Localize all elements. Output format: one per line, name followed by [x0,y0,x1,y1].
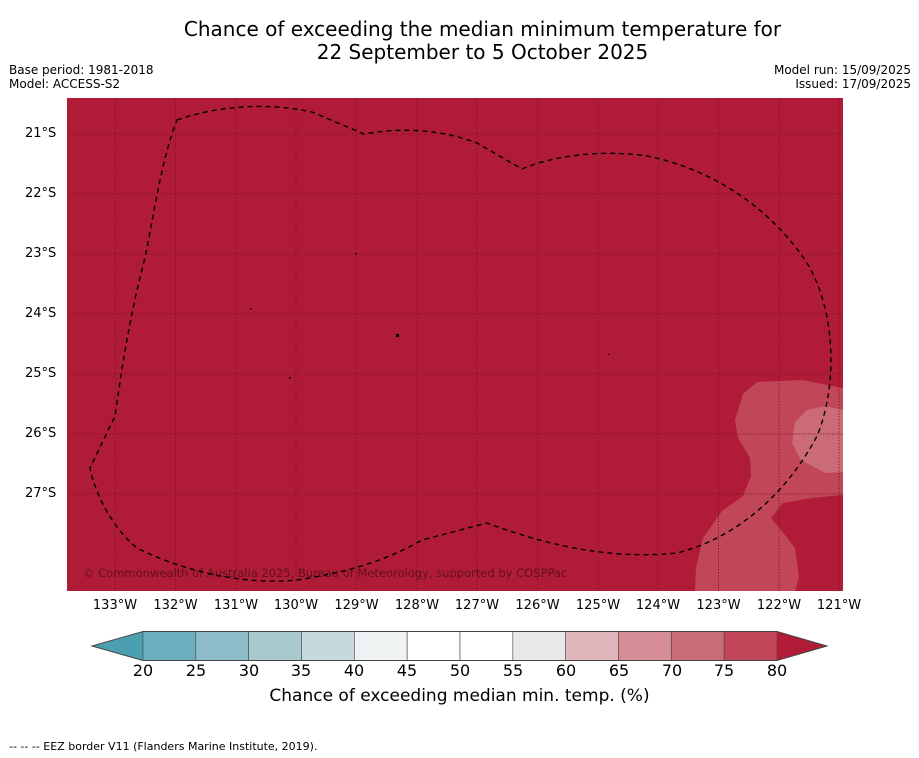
colorbar-cell [723,631,778,661]
colorbar-cell [142,631,197,661]
title-line-2: 22 September to 5 October 2025 [316,40,649,64]
colorbar-cells [92,631,827,661]
colorbar-tick: 75 [713,661,735,680]
colorbar-cell [354,631,408,661]
colorbar-cell [618,631,672,661]
colorbar-cell [406,631,461,661]
colorbar-cell [301,631,355,661]
lon-label: 128°W [394,598,440,613]
model-run-text: Model run: 15/09/2025 [773,63,911,77]
colorbar-cell [248,631,302,661]
lon-label: 132°W [153,598,198,613]
graticule [67,98,843,591]
colorbar-tick: 30 [238,661,260,680]
title-line-1: Chance of exceeding the median minimum t… [183,17,782,41]
meta-left: Base period: 1981-2018 Model: ACCESS-S2 [9,63,154,91]
colorbar-cell [459,631,514,661]
lat-label: 24°S [25,306,57,321]
colorbar-tick: 65 [608,661,630,680]
colorbar-tick: 20 [132,661,154,680]
copyright-text: © Commonwealth of Australia 2025, Bureau… [83,566,568,580]
lat-label: 26°S [25,426,57,441]
model-text: Model: ACCESS-S2 [9,77,121,91]
colorbar-tick: 60 [555,661,577,680]
colorbar-extend-high [777,631,827,661]
base-period-text: Base period: 1981-2018 [9,63,154,77]
lon-label: 124°W [635,598,681,613]
lon-label: 127°W [454,598,500,613]
lat-label: 22°S [25,186,57,201]
colorbar-cell [671,631,725,661]
lon-label: 130°W [273,598,319,613]
colorbar-cell [565,631,619,661]
colorbar-tick: 80 [766,661,788,680]
eez-legend-text: -- -- -- EEZ border V11 (Flanders Marine… [9,740,318,753]
probability-map [67,98,843,591]
colorbar-tick: 35 [290,661,312,680]
lat-label: 25°S [25,366,57,381]
lat-label: 21°S [25,126,57,141]
lon-label: 129°W [334,598,379,613]
colorbar-tick: 50 [449,661,471,680]
lon-label: 122°W [756,598,802,613]
lon-label: 123°W [696,598,741,613]
meta-right: Model run: 15/09/2025 Issued: 17/09/2025 [774,63,911,91]
colorbar-tick: 45 [396,661,418,680]
colorbar-tick: 70 [661,661,683,680]
lat-label: 23°S [25,246,57,261]
lon-label: 125°W [575,598,621,613]
colorbar-extend-low [92,631,143,661]
issued-text: Issued: 17/09/2025 [795,77,911,91]
colorbar-tick: 55 [502,661,524,680]
colorbar [90,631,829,661]
colorbar-cell [512,631,566,661]
map-title: Chance of exceeding the median minimum t… [0,18,919,64]
colorbar-tick: 25 [185,661,207,680]
lon-label: 133°W [92,598,138,613]
colorbar-cell [195,631,249,661]
lon-label: 126°W [515,598,560,613]
lon-label: 121°W [816,598,862,613]
colorbar-label: Chance of exceeding median min. temp. (%… [269,686,650,706]
island-specks [250,253,610,379]
colorbar-tick: 40 [343,661,365,680]
lon-label: 131°W [213,598,259,613]
colorbar-outline [90,631,829,661]
lat-label: 27°S [25,486,57,501]
eez-border [89,105,832,582]
